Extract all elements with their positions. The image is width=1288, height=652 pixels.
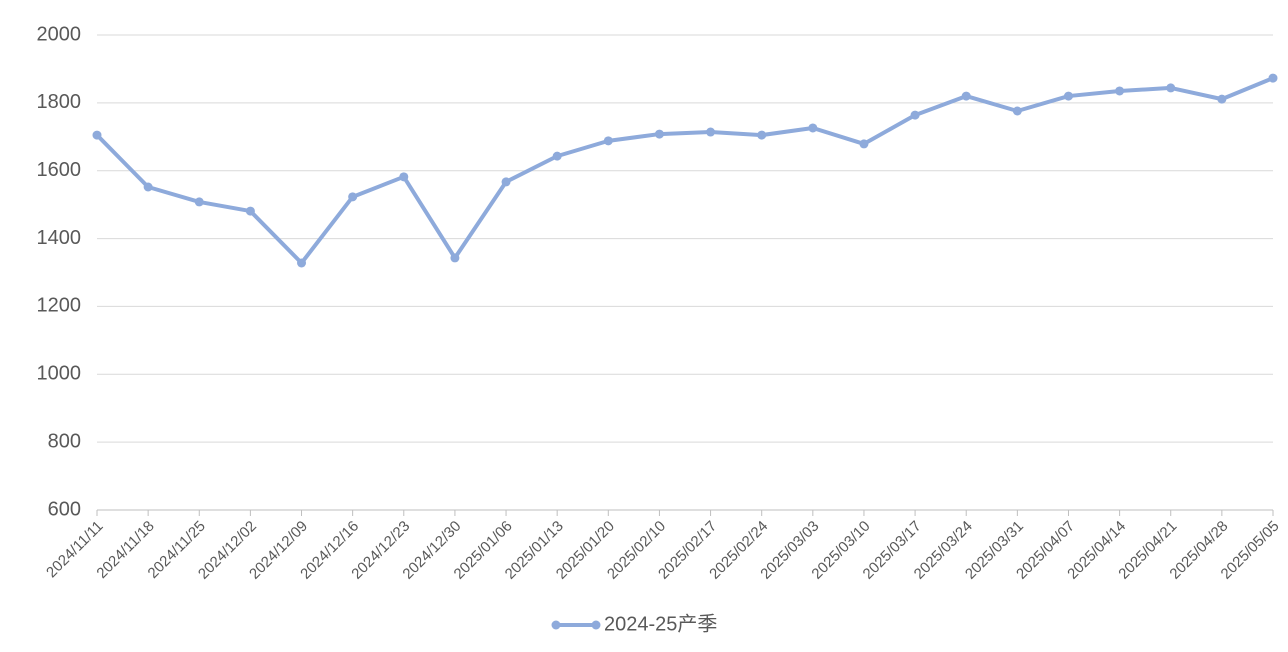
point [1217, 94, 1227, 104]
point [92, 130, 102, 140]
point [1166, 83, 1176, 93]
point [399, 172, 409, 182]
point [501, 177, 511, 187]
line [95, 76, 1274, 265]
point [450, 253, 460, 263]
point [552, 151, 562, 161]
point [603, 136, 613, 146]
y-tick-label: 1600 [37, 159, 82, 181]
legend-label: 2024-25产季 [604, 612, 717, 635]
point [245, 206, 255, 216]
point [859, 139, 869, 149]
legend-marker [551, 620, 561, 630]
y-tick-label: 2000 [37, 23, 82, 45]
y-tick-label: 1800 [37, 91, 82, 113]
point [1012, 106, 1022, 116]
legend-marker [591, 620, 601, 630]
point [143, 182, 153, 192]
point [1063, 91, 1073, 101]
point [1268, 73, 1278, 83]
y-tick-label: 1000 [37, 363, 82, 385]
point [297, 258, 307, 268]
y-tick-label: 1400 [37, 227, 82, 249]
point [654, 129, 664, 139]
point [910, 110, 920, 120]
point [706, 127, 716, 137]
point [808, 123, 818, 133]
y-tick-label: 800 [48, 430, 81, 452]
y-tick-label: 1200 [37, 295, 82, 317]
point [757, 130, 767, 140]
y-tick-label: 600 [48, 498, 81, 520]
point [348, 192, 358, 202]
point [1115, 86, 1125, 96]
point [961, 91, 971, 101]
point [194, 197, 204, 207]
